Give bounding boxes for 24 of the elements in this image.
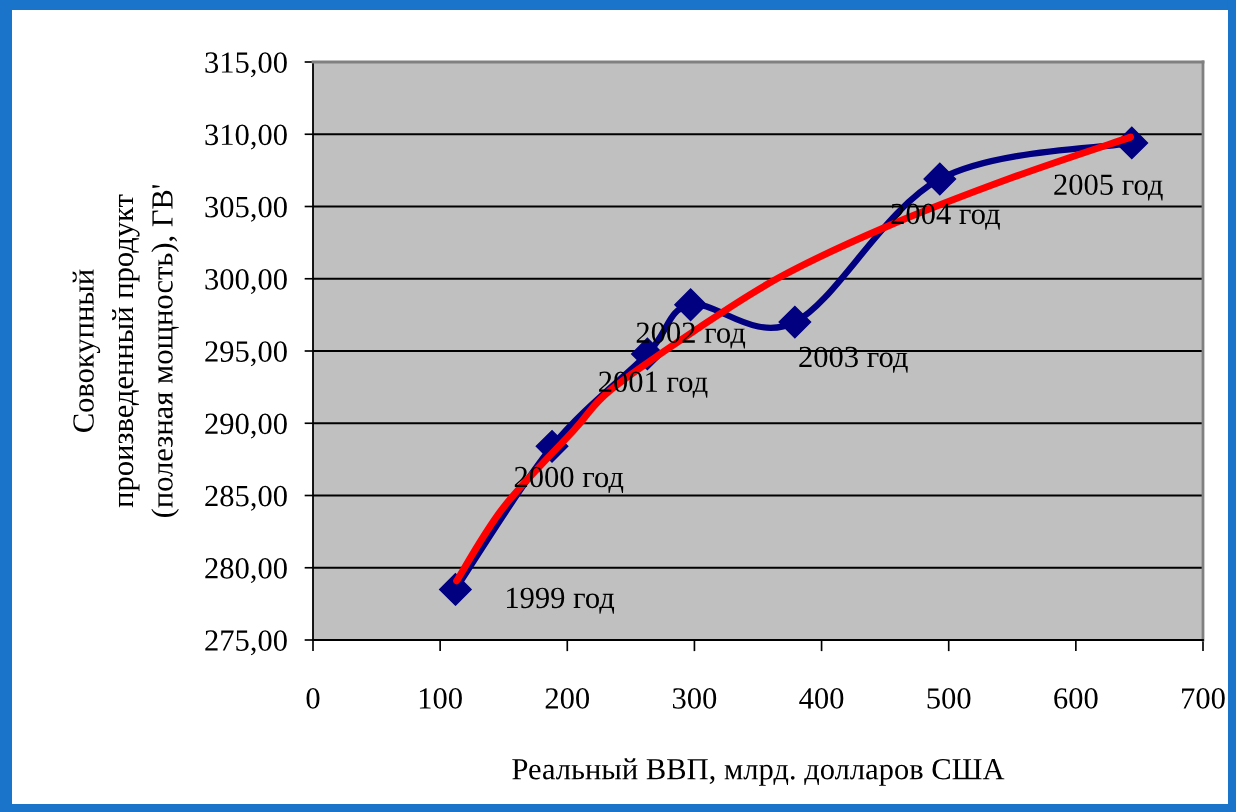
x-tick-label: 400 [799, 688, 844, 709]
annotation: 2005 год [1054, 174, 1163, 201]
point [674, 288, 708, 322]
y-tick-label: 310,00 [205, 124, 287, 150]
y-axis-title: Совокупный произведенный продукт (полезная мощность), ГВ' [72, 184, 179, 517]
x-tick-label: 700 [1182, 688, 1225, 709]
y-tick-label: 275,00 [205, 630, 287, 656]
x-tick-label: 300 [672, 688, 717, 709]
x-tick-label: 0 [306, 688, 320, 709]
x-axis-title: Реальный ВВП, млрд. долларов США [512, 758, 1005, 786]
point [778, 305, 812, 339]
point [923, 162, 957, 196]
y-tick-label: 285,00 [205, 485, 287, 511]
x-tick-label: 200 [545, 688, 590, 709]
x-tick-label: 500 [927, 688, 971, 709]
x-tick-label: 100 [419, 688, 462, 709]
x-tick-label: 600 [1054, 688, 1098, 709]
y-tick-label: 290,00 [205, 413, 287, 439]
y-tick-label: 295,00 [205, 341, 287, 367]
annotation: 1999 год [507, 587, 615, 614]
y-tick-label: 280,00 [205, 558, 287, 584]
y-tick-label: 305,00 [205, 196, 287, 222]
y-tick-label: 315,00 [205, 52, 287, 78]
y-tick-label: 300,00 [205, 269, 287, 295]
